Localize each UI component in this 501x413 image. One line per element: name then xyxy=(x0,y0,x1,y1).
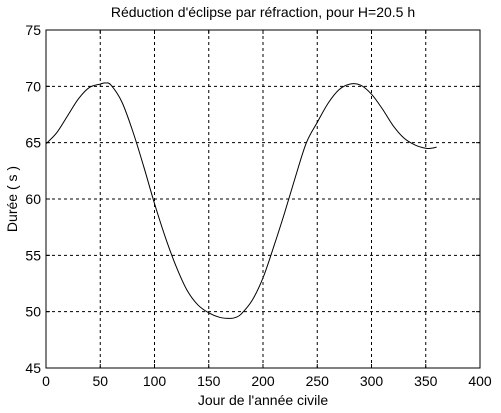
x-tick-label: 250 xyxy=(306,373,330,389)
x-tick-label: 100 xyxy=(143,373,167,389)
x-tick-label: 200 xyxy=(251,373,275,389)
y-tick-label: 55 xyxy=(25,247,41,263)
y-tick-label: 50 xyxy=(25,304,41,320)
y-axis-title: Durée ( s ) xyxy=(4,166,20,232)
series-group xyxy=(45,82,437,319)
grid-lines xyxy=(46,30,480,368)
chart-title: Réduction d'éclipse par réfraction, pour… xyxy=(111,4,415,20)
x-tick-label: 0 xyxy=(42,373,50,389)
y-tick-label: 75 xyxy=(25,22,41,38)
x-tick-label: 150 xyxy=(197,373,221,389)
ticks-group: 0 50 100 150 200 250 300 350 400 45 50 55 60 65 70 75 xyxy=(25,22,491,389)
y-tick-label: 65 xyxy=(25,135,41,151)
x-tick-label: 400 xyxy=(468,373,492,389)
x-tick-label: 350 xyxy=(414,373,438,389)
x-tick-label: 50 xyxy=(92,373,108,389)
y-tick-label: 60 xyxy=(25,191,41,207)
series-line xyxy=(45,82,437,319)
x-tick-label: 300 xyxy=(360,373,384,389)
x-axis-title: Jour de l'année civile xyxy=(198,392,329,408)
y-tick-label: 45 xyxy=(25,360,41,376)
y-tick-label: 70 xyxy=(25,78,41,94)
